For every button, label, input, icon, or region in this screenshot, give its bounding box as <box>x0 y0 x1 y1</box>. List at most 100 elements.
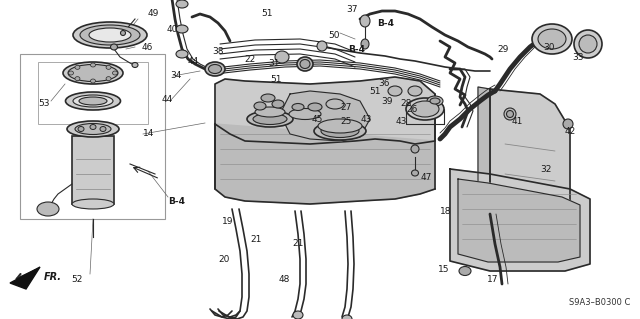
Ellipse shape <box>73 95 113 107</box>
Text: 50: 50 <box>328 32 340 41</box>
Ellipse shape <box>176 50 188 58</box>
Ellipse shape <box>100 127 106 131</box>
Text: 29: 29 <box>497 44 508 54</box>
Polygon shape <box>458 179 580 262</box>
Ellipse shape <box>205 62 225 76</box>
Ellipse shape <box>563 119 573 129</box>
Text: 32: 32 <box>540 165 552 174</box>
Text: 46: 46 <box>142 42 154 51</box>
Ellipse shape <box>254 102 266 110</box>
Text: 45: 45 <box>312 115 323 123</box>
Text: B-4: B-4 <box>377 19 394 28</box>
Text: 44: 44 <box>188 57 199 66</box>
Ellipse shape <box>68 64 118 81</box>
Text: 15: 15 <box>438 264 449 273</box>
Ellipse shape <box>293 311 303 319</box>
Polygon shape <box>215 77 435 144</box>
Text: 40: 40 <box>167 26 179 34</box>
Ellipse shape <box>37 202 59 216</box>
Ellipse shape <box>73 22 147 48</box>
Ellipse shape <box>412 170 419 176</box>
Text: 33: 33 <box>572 53 584 62</box>
Text: 52: 52 <box>71 275 83 284</box>
Ellipse shape <box>579 35 597 53</box>
Ellipse shape <box>176 0 188 8</box>
Text: 51: 51 <box>270 75 282 84</box>
Text: 25: 25 <box>340 116 351 125</box>
Ellipse shape <box>272 100 284 108</box>
Ellipse shape <box>65 92 120 110</box>
Ellipse shape <box>80 25 140 45</box>
Ellipse shape <box>275 51 289 63</box>
Ellipse shape <box>67 121 119 137</box>
Text: B-4: B-4 <box>348 44 365 54</box>
Ellipse shape <box>90 124 96 130</box>
Polygon shape <box>280 91 370 141</box>
Ellipse shape <box>75 65 80 69</box>
Polygon shape <box>10 267 40 289</box>
Text: 41: 41 <box>512 116 524 125</box>
Ellipse shape <box>63 62 123 84</box>
Polygon shape <box>478 87 490 217</box>
Ellipse shape <box>90 79 95 83</box>
Ellipse shape <box>574 30 602 58</box>
Ellipse shape <box>289 108 321 120</box>
Bar <box>38 62 148 124</box>
Text: 44: 44 <box>162 94 173 103</box>
Ellipse shape <box>411 101 439 117</box>
Ellipse shape <box>326 99 344 109</box>
Text: 21: 21 <box>250 234 261 243</box>
Text: 51: 51 <box>369 87 381 97</box>
Text: 22: 22 <box>244 55 255 63</box>
Ellipse shape <box>321 124 359 137</box>
Text: 43: 43 <box>396 116 408 125</box>
Ellipse shape <box>411 145 419 153</box>
Ellipse shape <box>261 94 275 102</box>
Ellipse shape <box>314 122 366 140</box>
Text: 43: 43 <box>361 115 372 123</box>
Ellipse shape <box>89 28 131 42</box>
Ellipse shape <box>532 24 572 54</box>
Text: 26: 26 <box>406 105 417 114</box>
Text: B-4: B-4 <box>168 197 185 205</box>
Text: 49: 49 <box>148 9 159 18</box>
Ellipse shape <box>342 315 352 319</box>
Text: 34: 34 <box>170 71 181 80</box>
Ellipse shape <box>75 77 80 81</box>
Ellipse shape <box>253 114 287 124</box>
Ellipse shape <box>247 111 293 127</box>
Ellipse shape <box>209 64 221 73</box>
Text: 18: 18 <box>440 206 451 216</box>
Ellipse shape <box>132 63 138 68</box>
Text: 38: 38 <box>212 48 223 56</box>
Text: 48: 48 <box>279 275 291 284</box>
Ellipse shape <box>78 127 84 131</box>
Text: 51: 51 <box>261 10 273 19</box>
Ellipse shape <box>111 44 118 50</box>
Text: S9A3–B0300 C: S9A3–B0300 C <box>568 298 630 307</box>
Text: 27: 27 <box>340 102 351 112</box>
Ellipse shape <box>427 96 443 106</box>
Ellipse shape <box>430 98 440 104</box>
Text: 53: 53 <box>38 100 49 108</box>
Polygon shape <box>215 94 435 204</box>
Ellipse shape <box>176 25 188 33</box>
Text: 47: 47 <box>421 173 433 182</box>
Text: 17: 17 <box>487 275 499 284</box>
Ellipse shape <box>388 86 402 96</box>
Bar <box>20 54 165 219</box>
Ellipse shape <box>292 103 304 110</box>
Ellipse shape <box>75 123 111 135</box>
Ellipse shape <box>317 41 327 51</box>
Ellipse shape <box>459 266 471 276</box>
Ellipse shape <box>300 60 310 69</box>
Text: 28: 28 <box>400 100 412 108</box>
Ellipse shape <box>255 107 285 117</box>
Text: 19: 19 <box>222 218 234 226</box>
Ellipse shape <box>297 57 313 71</box>
Ellipse shape <box>406 98 444 120</box>
Text: 30: 30 <box>543 42 554 51</box>
Ellipse shape <box>68 71 74 75</box>
Ellipse shape <box>504 108 516 120</box>
Bar <box>72 136 114 204</box>
